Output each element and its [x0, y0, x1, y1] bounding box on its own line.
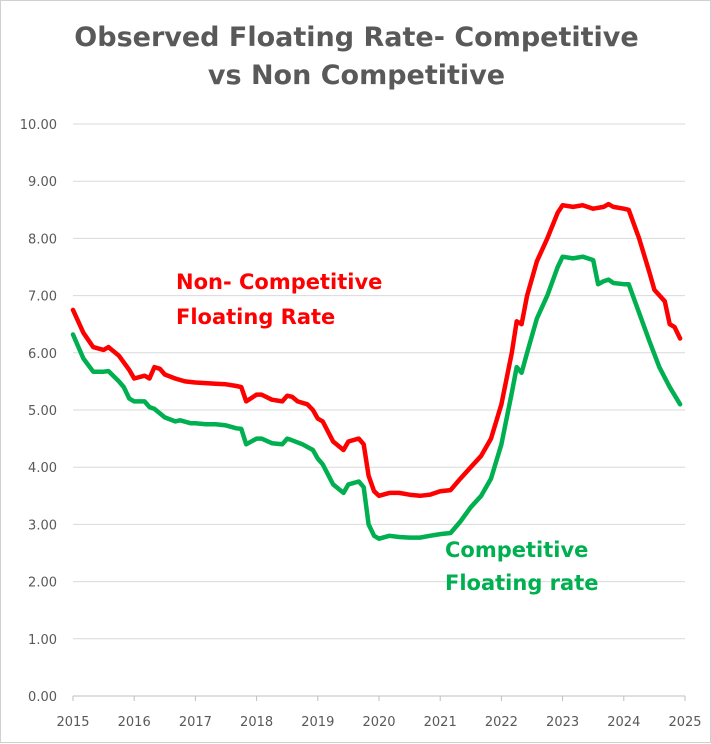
chart-title-line-2: vs Non Competitive	[207, 60, 506, 91]
competitive-annotation-line-1: Competitive	[445, 538, 588, 562]
y-tick-label: 5.00	[28, 404, 57, 419]
series-lines	[70, 201, 683, 541]
chart-title: Observed Floating Rate- Competitive vs N…	[1, 19, 711, 95]
x-tick-label: 2021	[424, 715, 457, 730]
x-tick-label: 2019	[301, 715, 334, 730]
y-tick-label: 4.00	[28, 461, 57, 476]
x-tick-label: 2024	[607, 715, 640, 730]
series-annotations: Non- Competitive Floating Rate Competitive…	[176, 270, 598, 595]
y-tick-label: 9.00	[28, 175, 57, 190]
competitive-rate-line	[70, 254, 683, 541]
x-tick-label: 2018	[240, 715, 273, 730]
axes: 0.00 1.00 2.00 3.00 4.00 5.00 6.00 7.00 8.00 9.00…	[20, 118, 702, 730]
y-tick-label: 0.00	[28, 690, 57, 705]
y-tick-label: 10.00	[20, 118, 57, 133]
x-tick-label: 2022	[485, 715, 518, 730]
non-competitive-annotation-line-2: Floating Rate	[176, 305, 335, 329]
x-tick-label: 2017	[179, 715, 212, 730]
x-tick-label: 2020	[362, 715, 395, 730]
y-tick-label: 7.00	[28, 290, 57, 305]
x-tick-label: 2016	[118, 715, 151, 730]
x-tick-label: 2015	[56, 715, 89, 730]
y-tick-label: 2.00	[28, 576, 57, 591]
non-competitive-rate-line	[70, 201, 683, 499]
chart-title-line-1: Observed Floating Rate- Competitive	[74, 22, 639, 53]
y-tick-label: 6.00	[28, 347, 57, 362]
y-tick-label: 3.00	[28, 518, 57, 533]
x-tick-label: 2023	[546, 715, 579, 730]
non-competitive-annotation-line-1: Non- Competitive	[176, 270, 382, 294]
competitive-annotation-line-2: Floating rate	[445, 571, 598, 595]
gridlines	[73, 123, 685, 640]
x-tick-label: 2025	[668, 715, 701, 730]
y-tick-label: 1.00	[28, 633, 57, 648]
y-tick-label: 8.00	[28, 232, 57, 247]
